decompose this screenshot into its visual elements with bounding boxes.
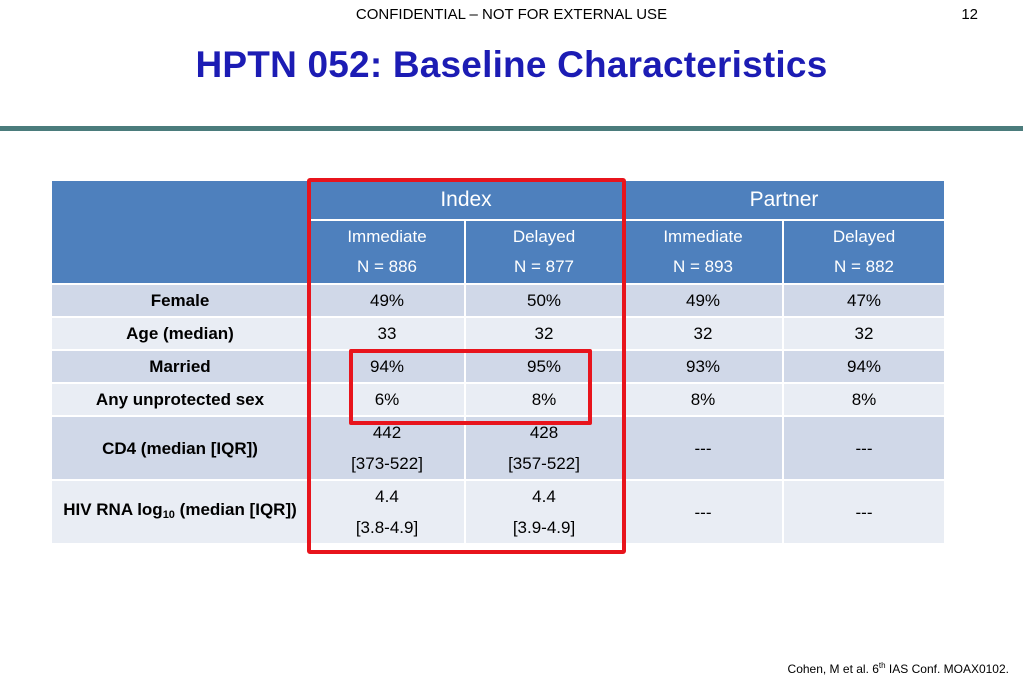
column-arm-label: Immediate — [663, 227, 743, 246]
table-cell: 93% — [622, 349, 784, 384]
table-cell: 47% — [782, 283, 946, 318]
header-corner-cell — [50, 179, 310, 285]
row-label: CD4 (median [IQR]) — [50, 415, 310, 481]
column-header-index-immediate: Immediate N = 886 — [308, 219, 466, 285]
cell-median: 4.4 — [375, 487, 399, 506]
column-arm-label: Delayed — [832, 227, 896, 246]
table-row-hiv-rna: HIV RNA log10 (median [IQR]) 4.4 [3.8-4.… — [50, 479, 946, 545]
column-n-label: N = 882 — [833, 257, 894, 276]
table-cell: 95% — [464, 349, 624, 384]
column-n-label: N = 886 — [356, 257, 417, 276]
citation-prefix: Cohen, M et al. 6 — [787, 662, 879, 676]
table-cell: 49% — [622, 283, 784, 318]
table-cell: 6% — [308, 382, 466, 417]
table-row-age: Age (median) 33 32 32 32 — [50, 316, 946, 351]
table-cell: 32 — [464, 316, 624, 351]
row-label: Age (median) — [50, 316, 310, 351]
row-label: Married — [50, 349, 310, 384]
column-n-label: N = 877 — [513, 257, 574, 276]
citation: Cohen, M et al. 6th IAS Conf. MOAX0102. — [788, 661, 1009, 676]
table-cell: --- — [782, 479, 946, 545]
cell-iqr: [357-522] — [508, 454, 580, 473]
table-cell: 428 [357-522] — [464, 415, 624, 481]
cell-iqr: [373-522] — [351, 454, 423, 473]
table-row-unprotected-sex: Any unprotected sex 6% 8% 8% 8% — [50, 382, 946, 417]
cell-median: 428 — [529, 423, 559, 442]
confidential-header: CONFIDENTIAL – NOT FOR EXTERNAL USE — [355, 6, 668, 23]
row-label: HIV RNA log10 (median [IQR]) — [50, 479, 310, 545]
page-number: 12 — [961, 6, 978, 23]
citation-superscript: th — [878, 661, 886, 670]
table-cell: --- — [622, 479, 784, 545]
table-cell: 49% — [308, 283, 466, 318]
row-label-subscript: 10 — [162, 508, 175, 521]
column-header-partner-delayed: Delayed N = 882 — [782, 219, 946, 285]
column-arm-label: Delayed — [512, 227, 576, 246]
baseline-characteristics-table: Index Partner Immediate N = 886 Delayed … — [50, 179, 946, 545]
row-label-main: HIV RNA log — [63, 499, 163, 519]
cell-median: 442 — [372, 423, 402, 442]
row-label: Female — [50, 283, 310, 318]
column-n-label: N = 893 — [672, 257, 733, 276]
cell-iqr: [3.9-4.9] — [512, 518, 576, 537]
table-cell: 8% — [782, 382, 946, 417]
cell-median: 4.4 — [532, 487, 556, 506]
group-header-index: Index — [308, 179, 624, 221]
column-header-index-delayed: Delayed N = 877 — [464, 219, 624, 285]
table-cell: 33 — [308, 316, 466, 351]
table-cell: 4.4 [3.8-4.9] — [308, 479, 466, 545]
slide-title: HPTN 052: Baseline Characteristics — [195, 44, 828, 85]
married-sex-highlight-box — [349, 349, 592, 425]
table-row-cd4: CD4 (median [IQR]) 442 [373-522] 428 [35… — [50, 415, 946, 481]
column-arm-label: Immediate — [347, 227, 427, 246]
table-cell: 442 [373-522] — [308, 415, 466, 481]
row-label-rest: (median [IQR]) — [174, 499, 297, 519]
table-cell: --- — [782, 415, 946, 481]
title-divider — [0, 126, 1023, 131]
table-cell: 50% — [464, 283, 624, 318]
table-cell: 94% — [782, 349, 946, 384]
table-cell: 94% — [308, 349, 466, 384]
table-cell: --- — [622, 415, 784, 481]
row-label: Any unprotected sex — [50, 382, 310, 417]
table-cell: 32 — [622, 316, 784, 351]
group-header-partner: Partner — [622, 179, 946, 221]
table-cell: 32 — [782, 316, 946, 351]
citation-suffix: IAS Conf. MOAX0102. — [885, 662, 1009, 676]
cell-iqr: [3.8-4.9] — [355, 518, 419, 537]
table-cell: 8% — [622, 382, 784, 417]
table-row-female: Female 49% 50% 49% 47% — [50, 283, 946, 318]
column-header-partner-immediate: Immediate N = 893 — [622, 219, 784, 285]
index-column-highlight-box — [307, 178, 626, 554]
table-cell: 4.4 [3.9-4.9] — [464, 479, 624, 545]
table-row-married: Married 94% 95% 93% 94% — [50, 349, 946, 384]
